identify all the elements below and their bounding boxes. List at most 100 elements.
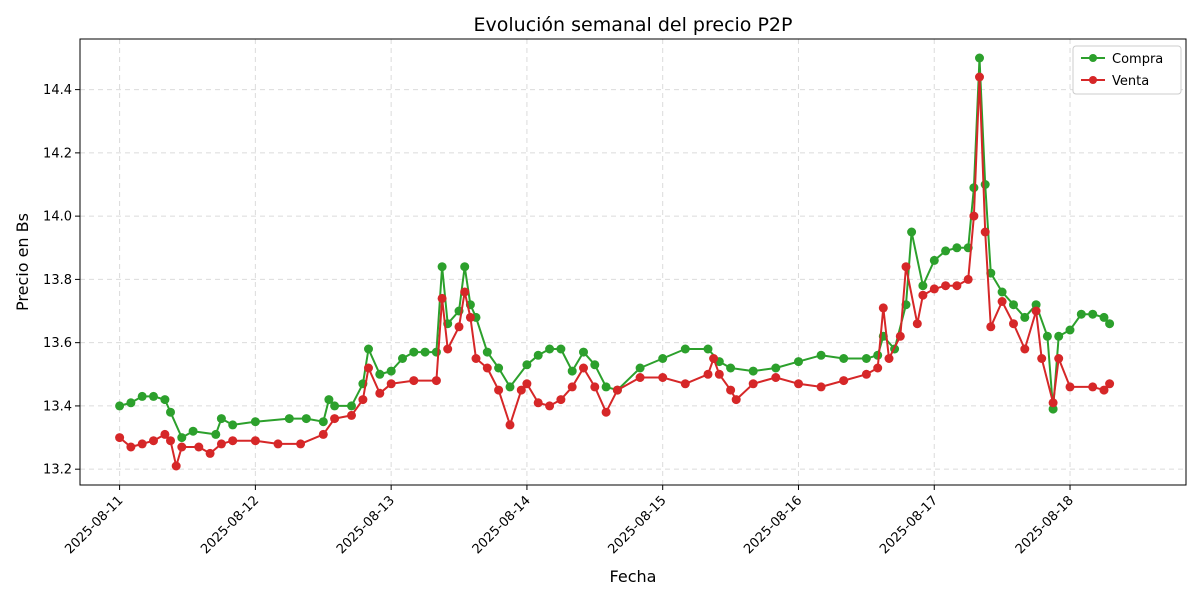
data-point-venta [969, 211, 979, 221]
data-point-venta [533, 398, 543, 408]
data-point-venta [731, 395, 741, 405]
data-point-compra [726, 363, 736, 373]
data-point-venta [437, 293, 447, 303]
y-tick-label: 13.4 [43, 399, 72, 414]
data-point-venta [1037, 354, 1047, 363]
data-point-venta [522, 379, 532, 389]
data-point-compra [590, 360, 600, 370]
data-point-venta [884, 354, 894, 363]
data-point-venta [1054, 354, 1064, 363]
series-line-venta [118, 76, 1111, 467]
data-point-compra [1088, 309, 1098, 319]
x-tick-label: 2025-08-12 [198, 493, 262, 557]
data-point-compra [398, 354, 407, 363]
data-point-venta [912, 319, 922, 329]
data-point-venta [952, 281, 962, 291]
data-point-compra [952, 243, 962, 253]
data-point-venta [471, 354, 481, 363]
data-point-compra [301, 414, 311, 424]
data-point-venta [431, 376, 441, 386]
data-point-compra [929, 255, 939, 265]
legend-marker-compra [1089, 54, 1097, 62]
data-point-compra [1065, 325, 1075, 335]
data-point-venta [194, 442, 204, 452]
data-point-venta [975, 72, 984, 82]
data-point-compra [816, 350, 826, 360]
data-point-compra [505, 382, 515, 392]
data-point-venta [205, 448, 215, 458]
data-point-compra [324, 395, 334, 405]
data-point-compra [907, 227, 917, 237]
data-point-compra [160, 395, 170, 405]
data-point-venta [296, 439, 306, 449]
x-tick-label: 2025-08-13 [334, 493, 398, 557]
data-point-venta [482, 363, 492, 373]
legend-label-compra: Compra [1112, 52, 1163, 67]
data-point-venta [358, 395, 368, 405]
data-point-venta [986, 322, 996, 332]
data-point-venta [126, 442, 136, 452]
data-point-compra [166, 407, 175, 417]
x-tick-label: 2025-08-14 [470, 493, 534, 557]
data-point-venta [454, 322, 464, 332]
data-point-venta [980, 227, 990, 237]
data-point-venta [839, 376, 849, 386]
data-point-venta [330, 414, 340, 424]
x-axis: 2025-08-11 2025-08-12 2025-08-13 2025-08-14… [62, 485, 1077, 557]
legend-label-venta: Venta [1112, 74, 1149, 89]
data-point-compra [115, 401, 125, 411]
data-point-venta [216, 439, 226, 449]
data-point-venta [516, 385, 526, 395]
data-point-venta [505, 420, 515, 430]
data-point-venta [901, 262, 911, 272]
data-point-venta [703, 369, 713, 379]
data-point-compra [918, 281, 928, 291]
data-point-compra [375, 369, 385, 379]
data-point-venta [878, 303, 888, 313]
data-point-venta [590, 382, 600, 392]
data-point-compra [364, 344, 373, 354]
data-point-venta [160, 429, 170, 439]
data-point-compra [579, 347, 588, 357]
data-point-compra [177, 433, 187, 443]
data-point-compra [556, 344, 566, 354]
data-point-venta [171, 461, 181, 471]
data-point-compra [386, 366, 396, 376]
data-point-venta [918, 290, 928, 300]
data-point-compra [969, 183, 979, 193]
data-point-compra [1009, 300, 1018, 310]
series-layer [115, 53, 1115, 471]
data-point-compra [1054, 331, 1064, 341]
data-point-compra [482, 347, 492, 357]
plot-frame [79, 38, 1187, 486]
data-point-venta [567, 382, 577, 392]
data-point-venta [714, 369, 724, 379]
data-point-compra [861, 354, 871, 363]
data-point-compra [567, 366, 577, 376]
data-point-venta [794, 379, 803, 389]
data-point-venta [1020, 344, 1030, 354]
data-point-venta [166, 436, 175, 446]
y-tick-label: 13.8 [43, 273, 72, 288]
y-tick-label: 14.0 [43, 210, 72, 225]
legend-marker-venta [1089, 76, 1097, 84]
data-point-compra [839, 354, 849, 363]
data-point-venta [929, 284, 939, 294]
series-venta [115, 72, 1115, 471]
data-point-venta [997, 297, 1007, 306]
data-point-venta [861, 369, 871, 379]
data-point-compra [1042, 331, 1052, 341]
data-point-venta [816, 382, 826, 392]
data-point-venta [115, 433, 125, 443]
data-point-venta [709, 354, 719, 363]
legend: Compra Venta [1072, 45, 1182, 95]
data-point-venta [545, 401, 555, 411]
data-point-compra [771, 363, 781, 373]
data-point-venta [1031, 306, 1041, 316]
data-point-venta [658, 373, 668, 382]
x-axis-label: Fecha [610, 567, 657, 586]
data-point-venta [895, 331, 905, 341]
data-point-venta [443, 344, 453, 354]
data-point-compra [284, 414, 294, 424]
